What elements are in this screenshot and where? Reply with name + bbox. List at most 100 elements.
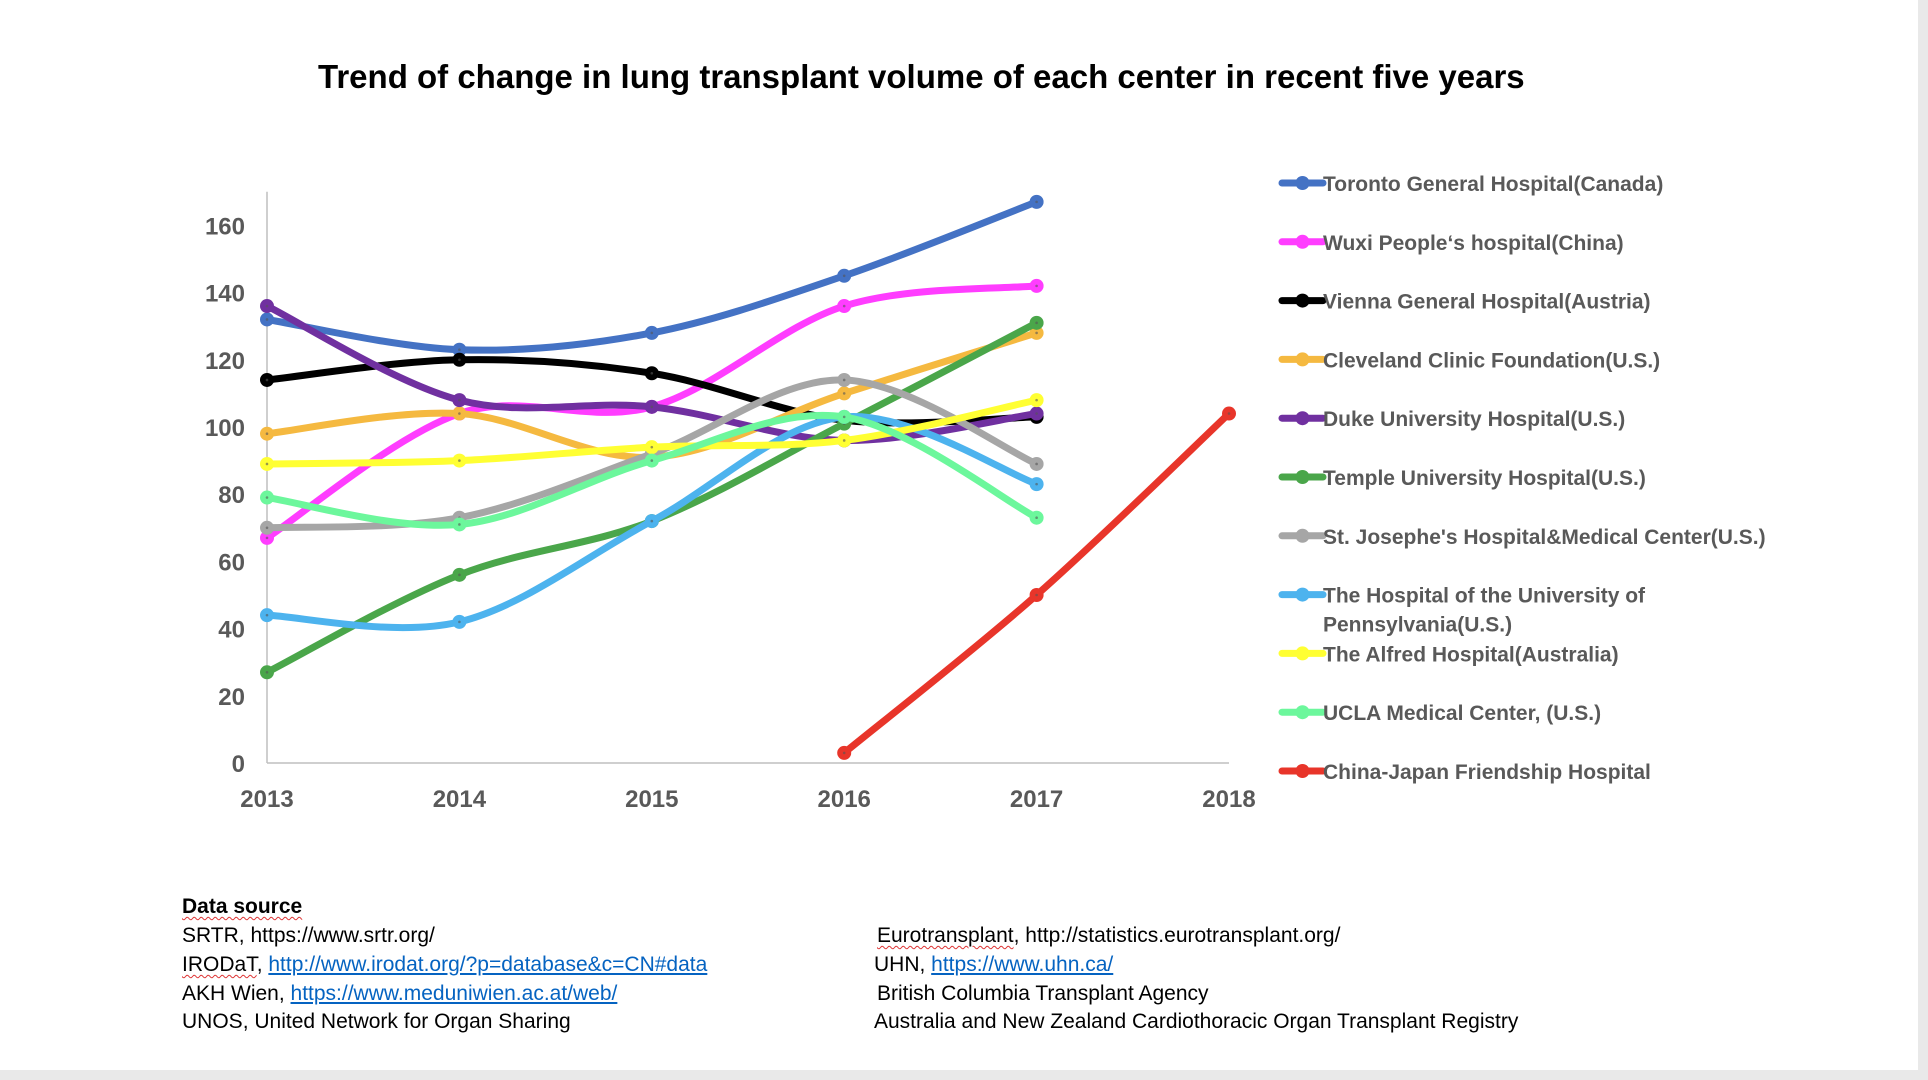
source-name: Eurotransplant (877, 924, 1014, 947)
legend-item: China-Japan Friendship Hospital (1278, 761, 1651, 784)
y-tick-label: 0 (232, 751, 245, 778)
x-tick-label: 2018 (1202, 786, 1255, 813)
y-tick-label: 140 (205, 281, 245, 308)
chart-title: Trend of change in lung transplant volum… (318, 58, 1525, 95)
source-separator: , (238, 924, 251, 947)
data-point-center (650, 519, 654, 523)
data-point-center (1035, 593, 1038, 597)
axes: 0 20 40 60 80 100 120 140 160 2013 2014 2015 2016 201… (205, 191, 1256, 813)
legend-item: The Alfred Hospital(Australia) (1278, 643, 1619, 666)
y-tick-label: 40 (218, 617, 245, 644)
series-0 (260, 194, 1044, 357)
legend-label: Duke University Hospital(U.S.) (1323, 408, 1625, 431)
line-chart: Trend of change in lung transplant volum… (205, 58, 1766, 813)
source-item: Eurotransplant, http://statistics.eurotr… (877, 924, 1340, 948)
data-point-center (842, 415, 846, 419)
data-point-center (458, 412, 461, 415)
data-point-center (842, 439, 846, 442)
source-item: British Columbia Transplant Agency (877, 982, 1209, 1006)
legend-label: Wuxi People‘s hospital(China) (1323, 232, 1624, 255)
legend-swatch-marker (1295, 528, 1310, 543)
data-point-center (265, 304, 269, 308)
data-point-center (1035, 398, 1038, 402)
source-text: https://www.srtr.org/ (250, 924, 435, 947)
legend-swatch-marker (1295, 764, 1310, 778)
legend-item: Temple University Hospital(U.S.) (1278, 467, 1646, 490)
data-point-center (265, 536, 269, 540)
series-line (263, 329, 1041, 461)
data-point-center (265, 432, 269, 436)
source-name: British Columbia Transplant Agency (877, 982, 1209, 1005)
legend-label: Pennsylvania(U.S.) (1323, 614, 1512, 637)
data-point-center (1227, 412, 1231, 415)
data-point-center (650, 459, 654, 462)
source-name: Australia and New Zealand Cardiothoracic… (874, 1010, 1519, 1033)
data-point-center (265, 496, 269, 499)
source-item: AKH Wien, https://www.meduniwien.ac.at/w… (182, 982, 617, 1006)
data-point-center (265, 526, 269, 530)
legend-swatch-marker (1295, 705, 1310, 720)
data-point-center (265, 318, 269, 321)
legend-swatch-marker (1295, 293, 1310, 308)
source-name: AKH Wien (182, 982, 279, 1005)
legend: Toronto General Hospital(Canada) Wuxi Peo… (1278, 173, 1766, 784)
legend-item: Toronto General Hospital(Canada) (1278, 173, 1663, 196)
legend-item: St. Josephe's Hospital&Medical Center(U.… (1278, 526, 1766, 549)
data-point-center (458, 620, 461, 624)
legend-label: Vienna General Hospital(Austria) (1323, 291, 1651, 314)
legend-label: Temple University Hospital(U.S.) (1323, 467, 1646, 490)
source-separator: , (1013, 924, 1026, 947)
y-tick-label: 80 (218, 482, 245, 509)
y-tick-label: 100 (205, 415, 245, 442)
source-name: UNOS (182, 1010, 243, 1033)
data-point-center (842, 274, 846, 278)
data-point-center (842, 751, 846, 755)
data-point-center (842, 378, 846, 382)
source-name: UHN (874, 953, 920, 976)
x-tick-label: 2014 (433, 786, 487, 813)
legend-item: Vienna General Hospital(Austria) (1278, 291, 1651, 314)
source-text: United Network for Organ Sharing (254, 1010, 571, 1033)
series-8 (260, 393, 1044, 471)
data-source-heading: Data source (182, 895, 303, 918)
source-name: SRTR (182, 924, 239, 947)
data-point-center (650, 371, 654, 375)
legend-label: The Alfred Hospital(Australia) (1323, 643, 1619, 666)
y-tick-label: 60 (218, 549, 245, 576)
legend-swatch-marker (1295, 470, 1310, 484)
legend-label: The Hospital of the University of (1323, 585, 1646, 608)
y-tick-label: 120 (205, 348, 245, 375)
x-tick-label: 2017 (1010, 786, 1063, 813)
data-point-center (1035, 412, 1038, 415)
series-9 (260, 409, 1044, 532)
data-point-center (650, 405, 654, 409)
data-point-center (1035, 482, 1038, 486)
legend-label: China-Japan Friendship Hospital (1323, 761, 1651, 784)
source-item: SRTR, https://www.srtr.org/ (182, 924, 435, 948)
legend-swatch-marker (1295, 587, 1310, 602)
data-point-center (265, 462, 269, 466)
data-point-center (1035, 200, 1038, 204)
source-link[interactable]: http://www.irodat.org/?p=database&c=CN#d… (268, 953, 708, 976)
data-point-center (1035, 462, 1038, 466)
legend-swatch-marker (1295, 646, 1310, 661)
source-separator: , (919, 953, 932, 976)
legend-swatch-marker (1295, 352, 1310, 367)
data-point-center (265, 613, 269, 617)
data-source-section: Data source SRTR, https://www.srtr.org/I… (182, 895, 1582, 1045)
x-tick-label: 2016 (818, 786, 871, 813)
source-item: Australia and New Zealand Cardiothoracic… (874, 1010, 1518, 1034)
data-point-center (650, 445, 654, 449)
data-point-center (458, 573, 461, 577)
series-10 (837, 406, 1236, 760)
data-point-center (842, 392, 846, 395)
legend-item: Duke University Hospital(U.S.) (1278, 408, 1625, 431)
source-separator: , (256, 953, 269, 976)
source-link[interactable]: https://www.uhn.ca/ (931, 953, 1114, 976)
data-point-center (1035, 331, 1038, 335)
legend-swatch-marker (1295, 411, 1310, 426)
legend-item: Cleveland Clinic Foundation(U.S.) (1278, 349, 1660, 372)
legend-label: Toronto General Hospital(Canada) (1323, 173, 1663, 196)
source-link[interactable]: https://www.meduniwien.ac.at/web/ (290, 982, 618, 1005)
